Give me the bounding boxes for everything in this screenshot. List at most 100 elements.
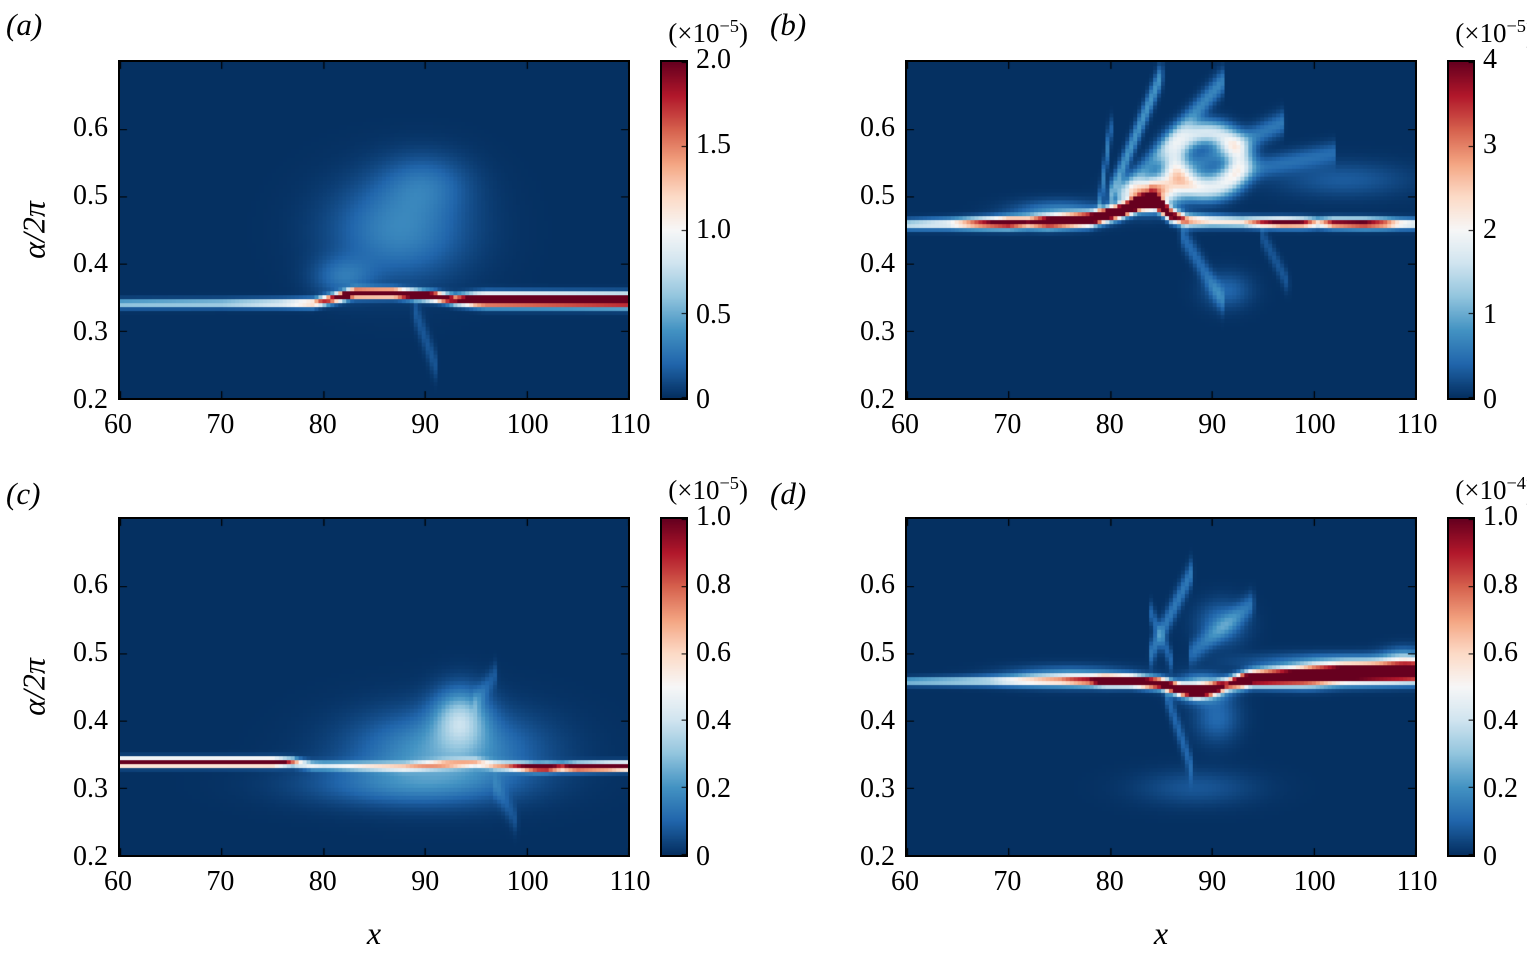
x-tick-label: 110	[609, 866, 651, 897]
colorbar-tick-label: 0	[1483, 841, 1497, 872]
colorbar-c	[660, 517, 688, 857]
colorbar-tick-label: 0.8	[1483, 569, 1518, 600]
x-tick-label: 100	[1293, 409, 1336, 440]
y-tick-label: 0.2	[860, 384, 895, 415]
colorbar-tick-label: 2	[1483, 214, 1497, 245]
heatmap-plot-d	[905, 517, 1417, 857]
x-tick-label: 60	[891, 409, 919, 440]
y-tick-label: 0.6	[73, 112, 108, 143]
y-tick-label: 0.5	[860, 637, 895, 668]
x-tick-label: 100	[1293, 866, 1336, 897]
scale-exponent: −5	[1506, 16, 1526, 36]
panel-label-c: (c)	[6, 476, 41, 511]
x-axis-label: x	[366, 915, 382, 951]
panel-b: (b) (×10−5) 60 70 80 90 100 110 0.6 0.5 0.4 0.3 0.…	[764, 0, 1527, 477]
scale-suffix: )	[739, 18, 748, 48]
colorbar-tick-label: 1.0	[696, 214, 731, 245]
x-tick-label: 90	[411, 409, 440, 440]
colorbar-canvas-d	[1449, 519, 1473, 855]
colorbar-tick-label: 0.2	[696, 773, 731, 804]
heatmap-canvas-d	[907, 519, 1415, 855]
y-tick-label: 0.6	[860, 569, 895, 600]
scale-prefix: (×10	[668, 475, 720, 505]
y-tick-label: 0.3	[860, 773, 895, 804]
panel-c: (c) α/2π x (×10−5) 60 70 80 90 100 110 0.6 0.5 0…	[0, 473, 763, 954]
colorbar-tick-label: 0.6	[1483, 637, 1518, 668]
panel-a: (a) α/2π (×10−5) 60 70 80 90 100 110 0.6 0.5 0.4…	[0, 0, 763, 477]
x-tick-label: 90	[1198, 409, 1227, 440]
colorbar-tick-label: 1.5	[696, 129, 731, 160]
colorbar-tick-label: 1.0	[696, 501, 731, 532]
x-tick-label: 80	[1095, 409, 1124, 440]
colorbar-scale-d: (×10−4)	[1365, 473, 1527, 506]
x-tick-label: 70	[993, 409, 1022, 440]
colorbar-tick-label: 1	[1483, 299, 1497, 330]
colorbar-tick-label: 4	[1483, 44, 1497, 75]
x-tick-label: 80	[308, 866, 337, 897]
colorbar-tick-label: 0.2	[1483, 773, 1518, 804]
x-tick-label: 60	[104, 866, 132, 897]
x-tick-label: 80	[1095, 866, 1124, 897]
scale-exponent: −5	[719, 16, 739, 36]
colorbar-tick-label: 0.6	[696, 637, 731, 668]
scale-exponent: −4	[1506, 473, 1526, 493]
y-tick-label: 0.4	[860, 248, 895, 279]
colorbar-scale-c: (×10−5)	[578, 473, 748, 506]
y-tick-label: 0.2	[73, 841, 108, 872]
colorbar-tick-label: 3	[1483, 129, 1497, 160]
scale-prefix: (×10	[1455, 18, 1507, 48]
x-axis-label: x	[1153, 915, 1169, 951]
x-tick-label: 70	[206, 409, 235, 440]
colorbar-b	[1447, 60, 1475, 400]
y-tick-label: 0.4	[73, 248, 108, 279]
colorbar-canvas-a	[662, 62, 686, 398]
colorbar-tick-label: 0.4	[696, 705, 731, 736]
colorbar-a	[660, 60, 688, 400]
y-tick-label: 0.4	[73, 705, 108, 736]
x-tick-label: 110	[1396, 409, 1438, 440]
colorbar-scale-a: (×10−5)	[578, 16, 748, 49]
heatmap-plot-c	[118, 517, 630, 857]
x-tick-label: 90	[411, 866, 440, 897]
y-tick-label: 0.4	[860, 705, 895, 736]
colorbar-scale-b: (×10−5)	[1365, 16, 1527, 49]
panel-d: (d) x (×10−4) 60 70 80 90 100 110 0.6 0.5 0.4 0.3…	[764, 473, 1527, 954]
heatmap-plot-a	[118, 60, 630, 400]
x-tick-label: 80	[308, 409, 337, 440]
scale-prefix: (×10	[1455, 475, 1507, 505]
heatmap-plot-b	[905, 60, 1417, 400]
x-tick-label: 60	[891, 866, 919, 897]
colorbar-d	[1447, 517, 1475, 857]
scale-exponent: −5	[719, 473, 739, 493]
colorbar-tick-label: 2.0	[696, 44, 731, 75]
y-tick-label: 0.5	[860, 180, 895, 211]
x-tick-label: 70	[993, 866, 1022, 897]
y-tick-label: 0.6	[860, 112, 895, 143]
colorbar-tick-label: 0.5	[696, 299, 731, 330]
colorbar-tick-label: 0	[1483, 384, 1497, 415]
y-tick-label: 0.3	[73, 316, 108, 347]
x-tick-label: 110	[1396, 866, 1438, 897]
y-tick-label: 0.6	[73, 569, 108, 600]
scale-prefix: (×10	[668, 18, 720, 48]
colorbar-canvas-c	[662, 519, 686, 855]
panel-label-a: (a)	[6, 7, 43, 42]
x-tick-label: 100	[506, 866, 549, 897]
y-tick-label: 0.3	[860, 316, 895, 347]
heatmap-canvas-b	[907, 62, 1415, 398]
y-tick-label: 0.2	[860, 841, 895, 872]
colorbar-tick-label: 0.8	[696, 569, 731, 600]
x-tick-label: 110	[609, 409, 651, 440]
colorbar-canvas-b	[1449, 62, 1473, 398]
x-tick-label: 60	[104, 409, 132, 440]
y-tick-label: 0.5	[73, 637, 108, 668]
x-tick-label: 100	[506, 409, 549, 440]
heatmap-canvas-a	[120, 62, 628, 398]
panel-label-b: (b)	[770, 7, 807, 42]
heatmap-canvas-c	[120, 519, 628, 855]
y-tick-label: 0.3	[73, 773, 108, 804]
scale-suffix: )	[739, 475, 748, 505]
x-tick-label: 70	[206, 866, 235, 897]
x-tick-label: 90	[1198, 866, 1227, 897]
